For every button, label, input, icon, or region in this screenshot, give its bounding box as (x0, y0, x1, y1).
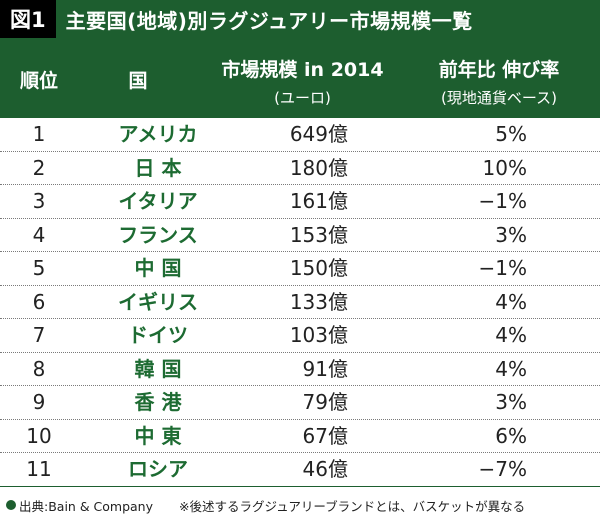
table-row: 2 日 本 180億 10% (0, 152, 600, 185)
header-growth: 前年比 伸び率 (現地通貨ベース) (408, 55, 590, 108)
table-body: 1 アメリカ 649億 5% 2 日 本 180億 10% 3 イタリア 161億 −1% 4 フランス 1… (0, 118, 600, 487)
table-row: 9 香 港 79億 3% (0, 386, 600, 420)
market-size-cell: 161億 (289, 189, 348, 213)
table-row: 6 イギリス 133億 4% (0, 286, 600, 319)
country-cell: イギリス (118, 289, 198, 314)
country-cell: 韓 国 (134, 356, 182, 381)
table-row: 10 中 東 67億 6% (0, 420, 600, 453)
country-cell: 香 港 (134, 390, 182, 414)
table-row: 1 アメリカ 649億 5% (0, 118, 600, 152)
growth-rate-cell: 3% (495, 222, 527, 247)
rank-cell: 1 (32, 122, 46, 146)
country-cell: イタリア (118, 189, 198, 213)
growth-rate-cell: 4% (495, 356, 527, 381)
header-growth-basis: (現地通貨ベース) (441, 89, 557, 107)
header-market-label: 市場規模 in 2014 (221, 59, 384, 81)
table-row: 8 韓 国 91億 4% (0, 353, 600, 386)
header-rank: 順位 (19, 70, 58, 92)
rank-cell: 5 (32, 256, 46, 280)
market-size-cell: 150億 (289, 256, 348, 280)
rank-cell: 10 (26, 423, 52, 448)
market-size-cell: 180億 (289, 155, 348, 180)
rank-cell: 2 (32, 155, 46, 180)
market-size-cell: 133億 (289, 289, 348, 314)
market-size-cell: 46億 (302, 457, 348, 481)
header-market: 市場規模 in 2014 (ユーロ) (205, 55, 400, 108)
growth-rate-cell: 3% (495, 390, 527, 414)
bullet-dot-icon (6, 500, 16, 510)
footer: 出典:Bain & Company ※後述するラグジュアリーブランドとは、バスケ… (6, 494, 596, 516)
growth-rate-cell: −1% (478, 189, 528, 213)
table-header: 順位 国 市場規模 in 2014 (ユーロ) 前年比 伸び率 (現地通貨ベース… (0, 38, 600, 118)
market-size-cell: 91億 (302, 356, 348, 381)
table-row: 7 ドイツ 103億 4% (0, 319, 600, 353)
header-growth-label: 前年比 伸び率 (438, 59, 560, 81)
market-size-cell: 153億 (289, 222, 348, 247)
source-note: 出典:Bain & Company (19, 498, 154, 514)
growth-rate-cell: −7% (478, 457, 528, 481)
rank-cell: 11 (26, 457, 52, 481)
basket-note: ※後述するラグジュアリーブランドとは、バスケットが異なる (179, 498, 526, 514)
growth-rate-cell: 6% (495, 423, 527, 448)
rank-cell: 6 (32, 289, 46, 314)
market-size-cell: 79億 (302, 390, 348, 414)
table-row: 11 ロシア 46億 −7% (0, 453, 600, 487)
figure-number: 図1 (0, 0, 56, 38)
growth-rate-cell: 4% (495, 323, 527, 347)
growth-rate-cell: 4% (495, 289, 527, 314)
country-cell: アメリカ (118, 122, 198, 146)
market-size-cell: 103億 (289, 323, 348, 347)
rank-cell: 4 (32, 222, 46, 247)
country-cell: ドイツ (128, 323, 188, 347)
rank-cell: 7 (32, 323, 46, 347)
country-cell: ロシア (128, 457, 188, 481)
figure-title: 主要国(地域)別ラグジュアリー市場規模一覧 (65, 8, 473, 33)
table-row: 4 フランス 153億 3% (0, 219, 600, 252)
rank-cell: 3 (32, 189, 46, 213)
country-cell: 日 本 (134, 155, 182, 180)
rank-cell: 9 (32, 390, 46, 414)
market-size-cell: 67億 (302, 423, 348, 448)
country-cell: 中 東 (134, 423, 182, 448)
growth-rate-cell: 10% (482, 155, 527, 180)
header-country: 国 (128, 70, 148, 92)
title-bar: 図1 主要国(地域)別ラグジュアリー市場規模一覧 (0, 0, 600, 38)
rank-cell: 8 (32, 356, 46, 381)
growth-rate-cell: 5% (495, 122, 527, 146)
country-cell: 中 国 (134, 256, 182, 280)
growth-rate-cell: −1% (478, 256, 528, 280)
country-cell: フランス (118, 222, 198, 247)
table-row: 3 イタリア 161億 −1% (0, 185, 600, 219)
market-size-cell: 649億 (289, 122, 348, 146)
table-row: 5 中 国 150億 −1% (0, 252, 600, 286)
header-market-unit: (ユーロ) (274, 89, 331, 107)
